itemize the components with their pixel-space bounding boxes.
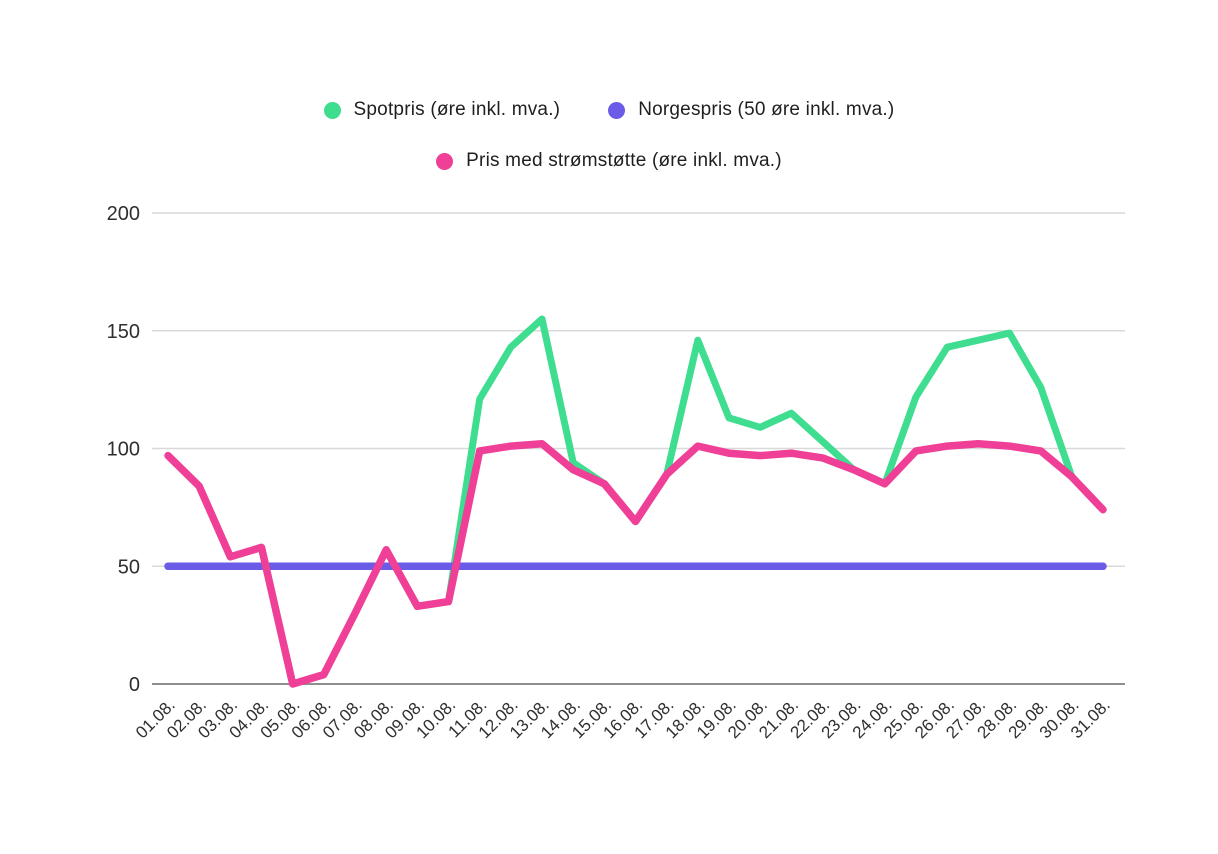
y-tick-label: 50 [118,556,140,578]
y-tick-label: 150 [107,321,140,343]
chart-legend: Spotpris (øre inkl. mva.) Norgespris (50… [0,99,1218,172]
spotpris-line [164,315,1107,688]
legend-item-stromstotte[interactable]: Pris med strømstøtte (øre inkl. mva.) [436,150,782,172]
legend-item-norgespris[interactable]: Norgespris (50 øre inkl. mva.) [608,99,894,121]
legend-row-1: Spotpris (øre inkl. mva.) Norgespris (50… [323,99,895,121]
legend-label-spotpris: Spotpris (øre inkl. mva.) [353,99,561,120]
gridlines [152,212,1125,685]
legend-label-stromstotte: Pris med strømstøtte (øre inkl. mva.) [466,150,782,171]
spotpris-swatch-icon [323,101,341,119]
legend-label-norgespris: Norgespris (50 øre inkl. mva.) [638,99,895,120]
series-lines [164,315,1107,688]
y-tick-label: 0 [129,674,140,696]
x-axis-labels: 01.08.02.08.03.08.04.08.05.08.06.08.07.0… [132,695,1114,742]
legend-item-spotpris[interactable]: Spotpris (øre inkl. mva.) [323,99,561,121]
norgespris-swatch-icon [608,101,626,119]
y-tick-label: 100 [107,439,140,461]
stromstotte-swatch-icon [436,152,454,170]
y-tick-label: 200 [107,203,140,225]
y-axis-labels: 0 50 100 150 200 [107,203,140,696]
stromstotte-line [164,440,1107,688]
legend-row-2: Pris med strømstøtte (øre inkl. mva.) [436,150,782,172]
